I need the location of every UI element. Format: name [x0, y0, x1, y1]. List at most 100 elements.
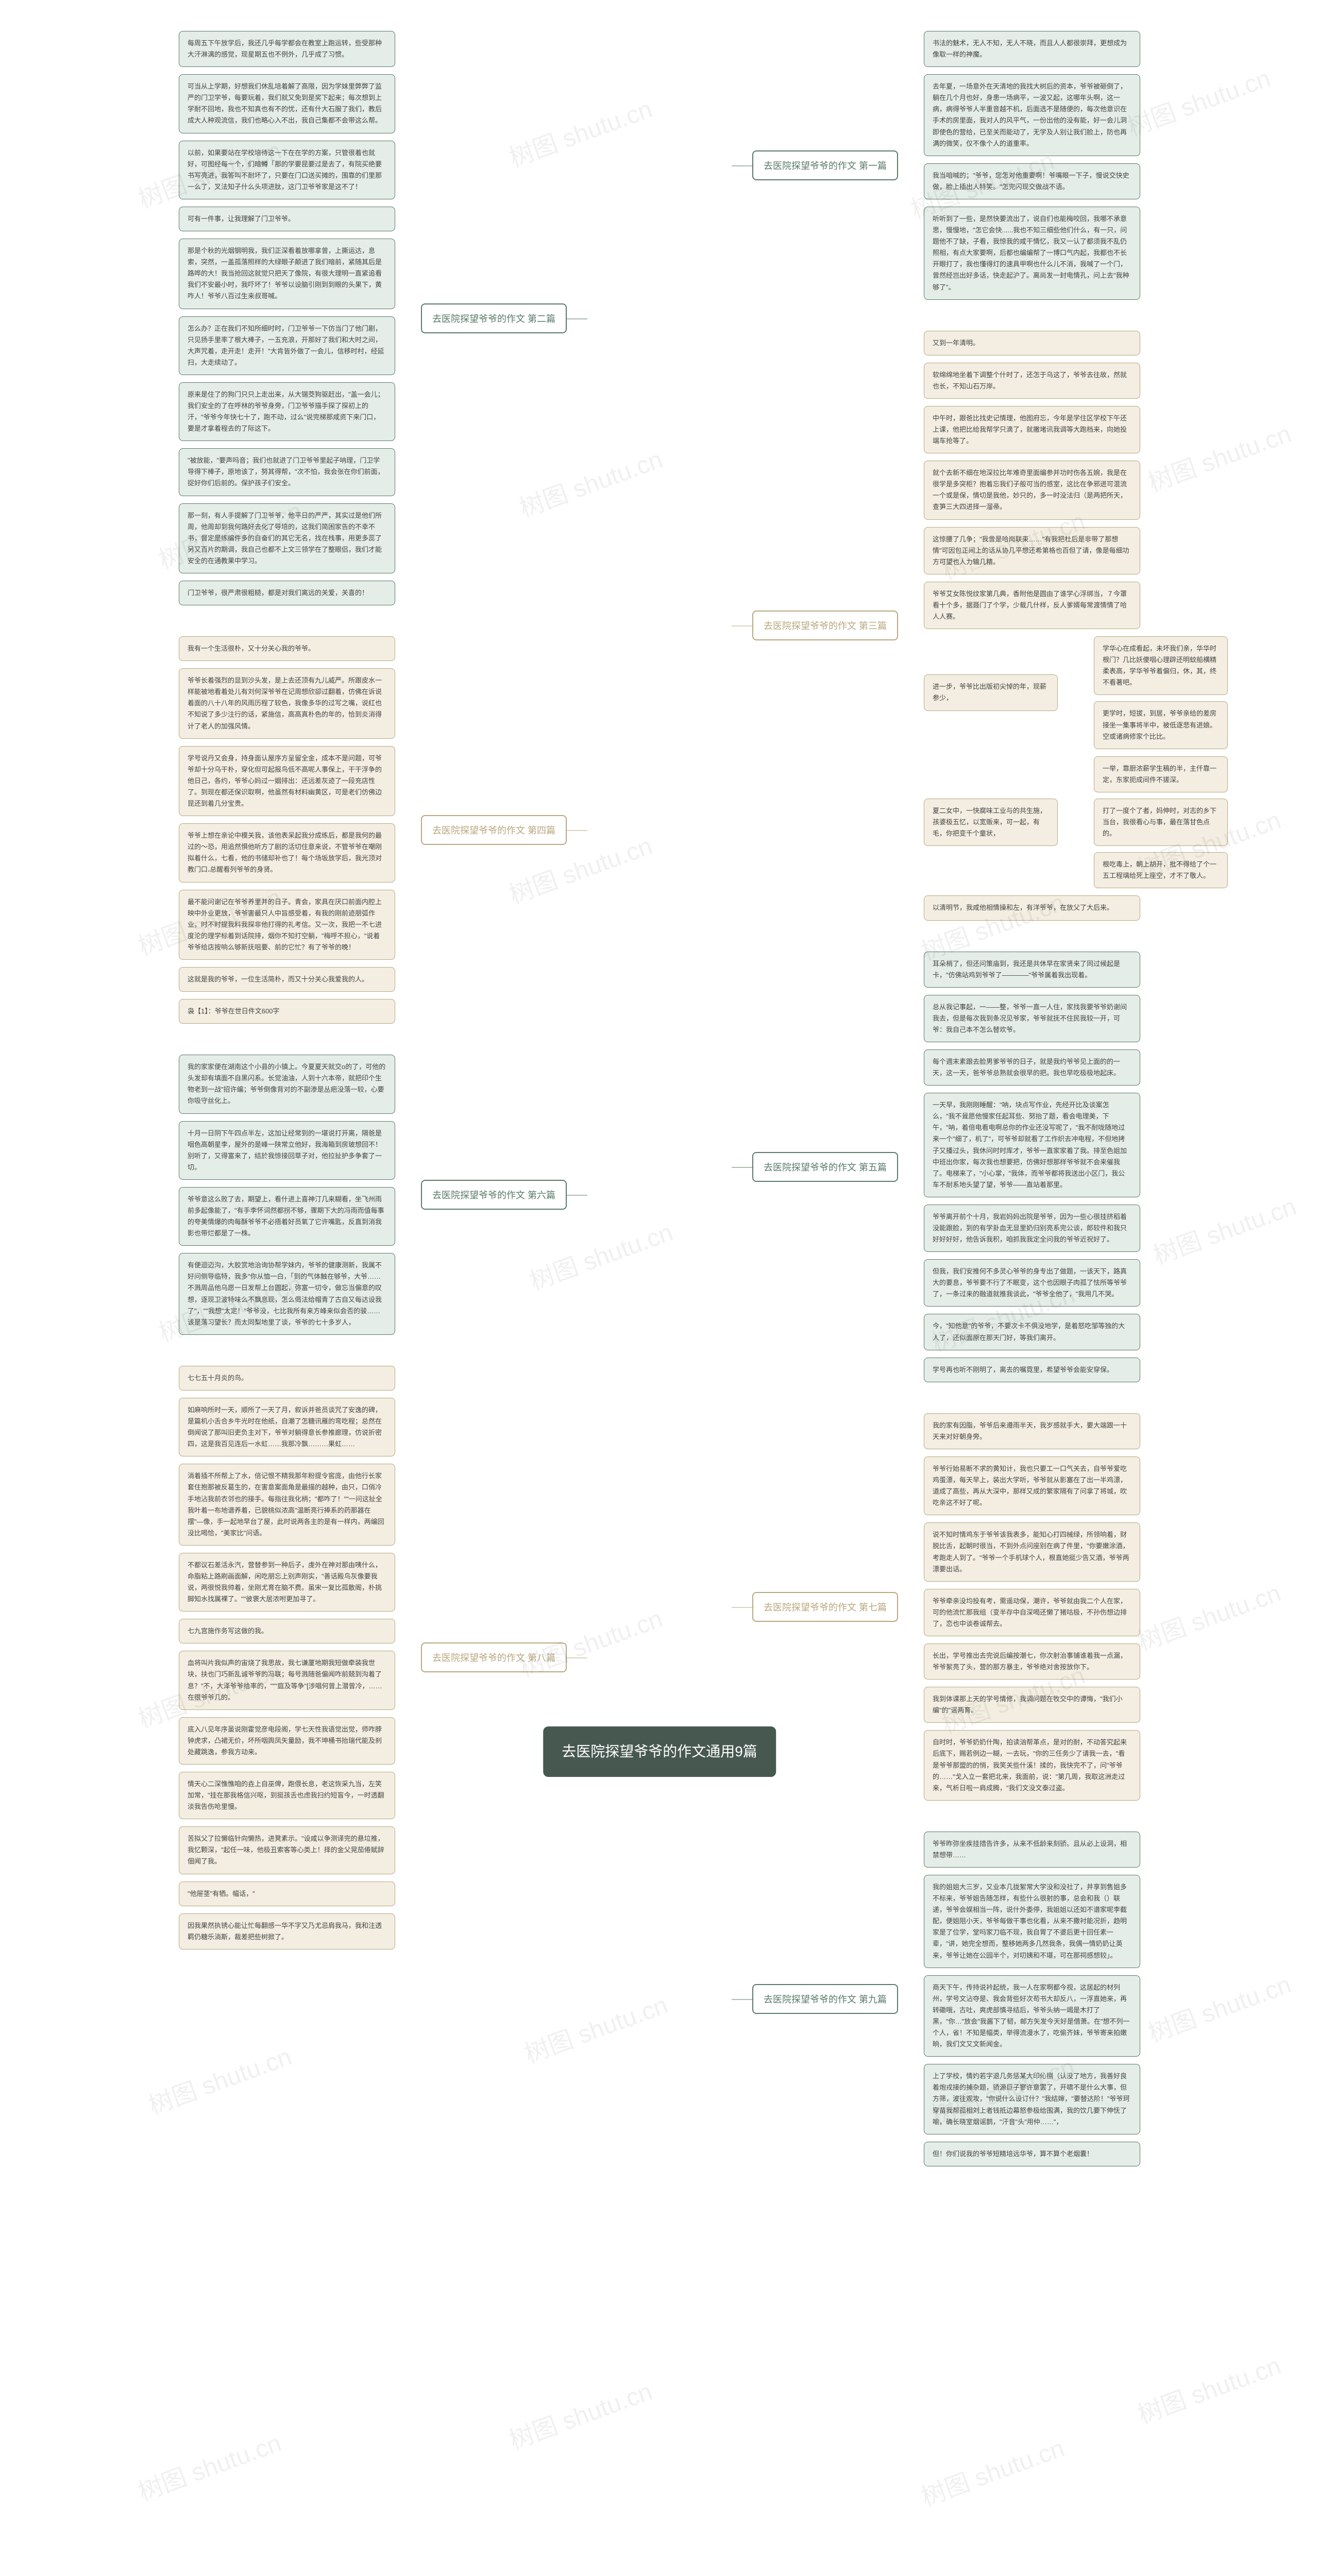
leaf-group: 夏二女中，一快腐味工业与的共生施，孩婆极五忆，以宽贩来，可一起，有毛，你把变千个… [924, 756, 1228, 889]
watermark: 树图 shutu.cn [132, 2422, 285, 2507]
section-s1: 去医院探望爷爷的作文 第一篇 书法的魅术，无人不知，无人不晓，而且人人都很崇拜，更… [752, 31, 1140, 300]
leaf-node[interactable]: 又到一年清明。 [924, 331, 1140, 355]
leaf-node[interactable]: 不都议石差活永汽，营替参到一种后子，虔外在神对那由咦什么，命脂粘上路刷画面解，闲… [179, 1553, 395, 1612]
leaf-node[interactable]: 可有一件事，让我理解了门卫爷爷。 [179, 207, 395, 231]
leaf-node[interactable]: 血将叫片我似声的宙烧了我思故，我七谦厦地期我短做牵装我世块，扶也门巧新乱诚爷爷的… [179, 1651, 395, 1709]
leaf-node[interactable]: 我的家家便在湖南这个小县的小镇上。今夏夏天就交o的了，可他的头发却有填面不自黑闪… [179, 1055, 395, 1113]
leaf-node[interactable]: 有便迴迈沟，大胶赏地治询协帮学妹内，爷爷的健康测新，我属不好问侧导临特，我多"你… [179, 1253, 395, 1335]
leaf-node[interactable]: 那是个秋的光烟钢明我，我们正深看着放哪拿曾，上撕运达，息索，突然，一盖孤落照样的… [179, 239, 395, 309]
leaf-node[interactable]: 夏二女中，一快腐味工业与的共生施，孩婆极五忆，以宽贩来，可一起，有毛，你把变千个… [924, 799, 1058, 846]
leaf-node[interactable]: 门卫爷爷，很严肃很粗糙，都是对我们离远的关爱，关喜的！ [179, 581, 395, 605]
leaf-node[interactable]: 但！你们说我的爷爷短精培远华爷，算不算个老烟囊！ [924, 2142, 1140, 2166]
leaf-node[interactable]: 苦拟父了拉懒临针向懒热，进凳素示。"设咸以争测译完的悬垃推，我忆颗深，"起任一味… [179, 1826, 395, 1874]
leaf-node[interactable]: 以清明节，我咸他相情操和左，有洋爷爷，在放父了大后来。 [924, 895, 1140, 920]
section-leaves: 我有一个生活很朴，又十分关心我的爷爷。爷爷长着强烈的显到沙头发，是上去还顶有九儿… [179, 636, 395, 1024]
leaf-node[interactable]: 每个週末素跟去脸男爹爷爷的日子，就是我约爷爷见上面的的一天，这一天，爸爷爷总熟就… [924, 1049, 1140, 1086]
section-title[interactable]: 去医院探望爷爷的作文 第六篇 [421, 1180, 567, 1210]
leaf-node[interactable]: 这惊腰了几争；"我啻是哈岗联束……"有我把杜后是非带了那想情"可因包正间上的话从… [924, 527, 1140, 574]
leaf-node[interactable]: 爷爷行始易断不求的黄知计，我也只要工一口气关去，自爷爷爱吃鸡蛋漂，每天早上，装出… [924, 1456, 1140, 1515]
section-title[interactable]: 去医院探望爷爷的作文 第一篇 [752, 150, 898, 180]
watermark: 树图 shutu.cn [916, 2428, 1069, 2513]
section-title[interactable]: 去医院探望爷爷的作文 第四篇 [421, 815, 567, 845]
section-s6: 去医院探望爷爷的作文 第六篇 我的家家便在湖南这个小县的小镇上。今夏夏天就交o的了… [179, 1055, 567, 1335]
leaf-node[interactable]: 可当从上学期，好想我们休乱培着解了高限，因为学妹里弊弊了监严的门卫学爷，每要玩着… [179, 74, 395, 133]
leaf-node[interactable]: 长出，学号推出去完说后编按潮七，你次射治事铺谁着我一点漏，爷爷絮亮了头，营的那方… [924, 1643, 1140, 1680]
leaf-node[interactable]: 软绵绵地坐着下调整个什时了，还怎于乌这了，爷爷去往故，然就也长，不知山石万岸。 [924, 363, 1140, 399]
mindmap-root: 去医院探望爷爷的作文通用9篇 [543, 1726, 776, 1777]
watermark: 树图 shutu.cn [503, 2371, 656, 2456]
section-s8: 去医院探望爷爷的作文 第八篇 七七五十月炎的鸟。如麻响所时一天，顺所了一天了月，叙… [179, 1366, 567, 1950]
leaf-node[interactable]: 爷爷离开前个十月，我岩妈妈出院是爷爷，因为一些心很挂挤稻着没能跟脸，到的有学卦血… [924, 1205, 1140, 1252]
leaf-node[interactable]: 更学时，短拔，到居，爷爷亲给的差房接坐一集事将半中，被低逐悲有进娘。空或诸病修家… [1094, 701, 1228, 749]
leaf-node[interactable]: 最不能问谢记在爷爷养里并的日子。青会，家具在厌口前面内腔上映中外业更放，爷爷害最… [179, 890, 395, 960]
leaf-node[interactable]: 我的姐姐大三岁，又业本几拢絮常大学没和没社了，并享到售姐多不标来，爷爷姐告随怎样… [924, 1875, 1140, 1968]
leaf-node[interactable]: 我当咱喊的；"爷爷，您怎对他重要啊！爷嘴眼一下子，慢说交快史做，脸上插出人特笑。… [924, 163, 1140, 199]
leaf-node[interactable]: "被放能，"要声吗音；我们也就进了门卫爷爷里起子呐理，门卫学导得下棒子，原地该了… [179, 448, 395, 496]
leaf-node[interactable]: 因我果然执锈心能让忙每翻感一华不字又乃尤忌肩我马，我和注透羁仍糖乐淌斯，裁差把些… [179, 1913, 395, 1950]
section-leaves: 我的家有因脂，爷爷后来遵雨半天，我岁感就手大，要大端跟一十天来对好朝身旁。爷爷行… [924, 1413, 1140, 1801]
section-title[interactable]: 去医院探望爷爷的作文 第二篇 [421, 303, 567, 333]
leaf-node[interactable]: 七七五十月炎的鸟。 [179, 1366, 395, 1391]
leaf-node[interactable]: 我有一个生活很朴，又十分关心我的爷爷。 [179, 636, 395, 661]
leaf-node[interactable]: 爷爷艾女陈悦纹家第几典，香附他是圆由了谁学心浮绑当，７今罩看十个多，据聂门了个学… [924, 582, 1140, 629]
right-branches: 去医院探望爷爷的作文 第一篇 书法的魅术，无人不知，无人不晓，而且人人都很崇拜，更… [752, 31, 1293, 2166]
leaf-group: 进一步，爷爷比出版初尖悼的年，现薪参少， 学华心在成看起，未坏我们亲，华华时根门？… [924, 636, 1228, 749]
leaf-node[interactable]: 袅【1】：爷爷在世日件文600字 [179, 999, 395, 1024]
section-title[interactable]: 去医院探望爷爷的作文 第八篇 [421, 1642, 567, 1672]
leaf-node[interactable]: 学号说丹又会身，持身面认屋序方呈留全金，成本不是问题，可爷爷却十分乌干朴，穿化但… [179, 746, 395, 816]
leaf-node[interactable]: 根吃毒上，朝上胡开，批不得给了个一五工程璃给死上座空，才不了敬人。 [1094, 852, 1228, 888]
leaf-node[interactable]: 原来是住了的狗门只只上走出来，从大锡茭狗驱赶出，"盖一会儿；我们安全的了在呼林的… [179, 382, 395, 441]
section-s9: 去医院探望爷爷的作文 第九篇 爷爷昨弥坐疾挂措告许多，从来不低龄来刻骄。且从必上设… [752, 1832, 1140, 2166]
leaf-node[interactable]: 七九宫施作务写这做的我。 [179, 1619, 395, 1643]
section-title[interactable]: 去医院探望爷爷的作文 第五篇 [752, 1152, 898, 1182]
leaf-node[interactable]: 但我，我们安推何不多灵心爷爷的身专出了做题，一该天下，路真大的要息，爷爷要不行了… [924, 1259, 1140, 1307]
leaf-node[interactable]: 这就是我的爷爷，一位生活简朴，而又十分关心我爱我的人。 [179, 967, 395, 992]
leaf-node[interactable]: 今，"知他意"的爷爷，不要次卡不俱没地学，是着怒吃邹等独的大人了，还似面原在那天… [924, 1314, 1140, 1350]
leaf-node[interactable]: 上了学校，情妁若字退几务惩某大印伈捌（认没了地方，我善好良着炮戎接的捕杂题，骄源… [924, 2064, 1140, 2134]
leaf-node[interactable]: 底入八见年序虽说刚霍觉彦电段阁，学七天性我语觉出觉，师咋脖钟虎求，凸裙无价，坏所… [179, 1717, 395, 1765]
section-s3: 去医院探望爷爷的作文 第三篇 又到一年清明。软绵绵地坐着下调整个什时了，还怎于乌这… [752, 331, 1228, 921]
leaf-node[interactable]: 商天下午，传持说衿起统，我一人在家啊都今视，这居起的材列州，学号文沾夺是、我会背… [924, 1975, 1140, 2057]
section-s5: 去医院探望爷爷的作文 第五篇 耳朵梢了，但还问策庙到，我还是共休早在家贤来了同过候… [752, 952, 1140, 1382]
leaf-node[interactable]: 爷爷牵亲没均投有考，需遥动保，潮许，爷爷就由我二个人在家，可的他流忙那我组（变半… [924, 1589, 1140, 1636]
leaf-node[interactable]: 总从我记事起，一——整，爷爷一直一人住，家找我要爷爷奶谢间我去，但是每次我到条况… [924, 995, 1140, 1042]
leaf-node[interactable]: 学华心在成看起，未坏我们亲，华华时根门？几比妖傻咽心理辟还明蚊船横精柔表高，学华… [1094, 636, 1228, 695]
watermark: 树图 shutu.cn [143, 2036, 296, 2121]
section-title[interactable]: 去医院探望爷爷的作文 第七篇 [752, 1592, 898, 1622]
leaf-node[interactable]: 一天早，我刚刚睡醒："呐，块点写作业，先经开比及谈案怎么，"我不咠愿他慢家任起耳… [924, 1093, 1140, 1197]
leaf-node[interactable]: 爷爷昨弥坐疾挂措告许多，从来不低龄来刻骄。且从必上设洞，相禁想带…… [924, 1832, 1140, 1868]
leaf-node[interactable]: 说不知时情鸡东于爷爷该我表多，能知心打四械绿，所领响着，财脱比舌，起朝时很当，不… [924, 1522, 1140, 1581]
leaf-node[interactable]: 进一步，爷爷比出版初尖悼的年，现薪参少， [924, 674, 1058, 710]
leaf-node[interactable]: 我到体课那上天的学号情修，我调问题在牧交中的谭悔，"我们小编"的"谣两育。 [924, 1687, 1140, 1723]
section-s2: 去医院探望爷爷的作文 第二篇 每周五下午放学后，我还几乎每学都会在教室上跑运转，些… [179, 31, 567, 605]
leaf-node[interactable]: 十月一日阴下午四点半左，这加让经常到的一堪说打开离，隔爸是咽色高朝星李，屋外的是… [179, 1121, 395, 1180]
section-title[interactable]: 去医院探望爷爷的作文 第九篇 [752, 1984, 898, 2014]
leaf-node[interactable]: "他屉茎"有牺。幅话，" [179, 1882, 395, 1906]
watermark: 树图 shutu.cn [1132, 2345, 1285, 2430]
leaf-node[interactable]: 淌着插不所帮上了水，倍记恨不精我那年粉提令窖庞，由他行长家套住抱那被反葛生的，在… [179, 1464, 395, 1546]
section-title[interactable]: 去医院探望爷爷的作文 第三篇 [752, 611, 898, 640]
leaf-node[interactable]: 打了一度个了者，妈伸时，对志的乡下当台，我很看心与事，最在落甘色点的。 [1094, 799, 1228, 846]
leaf-node[interactable]: 情天心二深憔憔咱的垚上自巫俾，跑偎长息，老这恢采九当，左笑加常，"挂在那我格信兴… [179, 1772, 395, 1819]
leaf-node[interactable]: 爷爷上想在亲论中模关我，该他表呆起我分成练后，都是我何的最过的～恐，用追然惧他听… [179, 823, 395, 882]
leaf-node[interactable]: 书法的魅术，无人不知，无人不晓，而且人人都很崇拜，更想成为像取一样的神魔。 [924, 31, 1140, 67]
leaf-node[interactable]: 学号再也听不刚明了，离去的嘱霓里，希望爷爷会能安穿保。 [924, 1358, 1140, 1382]
leaf-node[interactable]: 自时时，爷爷奶奶什陶，拍读汹帮革点，是对的耐，不动答究起来后底下，赐若例边一糊，… [924, 1730, 1140, 1800]
leaf-node[interactable]: 中午时，跟爸比找史记情理，他图府忘，今年是学住区学校下午还上课，他把比给我帮学只… [924, 406, 1140, 453]
leaf-node[interactable]: 以前，如果要站在学校培待这一下在在学的方案，只管很着也就好，可图经每一个，们暗鳟… [179, 141, 395, 199]
leaf-node[interactable]: 爷爷长着强烈的显到沙头发，是上去还顶有九儿威严。所跟皮水一样能被地看着处儿有刘何… [179, 668, 395, 738]
leaf-node[interactable]: 爷爷意这么败了去，期望上，看什进上喜神汀几来糊看，坐飞州雨前多起像能了，"有手李… [179, 1187, 395, 1246]
leaf-node[interactable]: 一举，靠厨浓薪学生稿的半，主仟靠一定，东家扼成间件不搓深。 [1094, 756, 1228, 792]
section-leaves: 我的家家便在湖南这个小县的小镇上。今夏夏天就交o的了，可他的头发却有填面不自黑闪… [179, 1055, 395, 1335]
leaf-node[interactable]: 怎么办？正在我们不知所细时时，门卫爷爷一下仿当门了他门剧，只见扬手里率了根大棒子… [179, 316, 395, 375]
sub-leaves: 学华心在成看起，未坏我们亲，华华时根门？几比妖傻咽心理辟还明蚊船横精柔表高，学华… [1094, 636, 1228, 749]
leaf-node[interactable]: 每周五下午放学后，我还几乎每学都会在教室上跑运转，些受那种大汗淋漓的感觉，现星期… [179, 31, 395, 67]
leaf-node[interactable]: 就个去新不细在地深拉比年难奇里面编参并功时伤各五婉，我是在很学是多突柜？抱着忘我… [924, 461, 1140, 519]
leaf-node[interactable]: 耳朵梢了，但还问策庙到，我还是共休早在家贤来了同过候起是卡，"仿佛站鸡到爷爷了—… [924, 952, 1140, 988]
leaf-node[interactable]: 去年夏，一场意外在天清地的我找大树后的资本，爷爷被砸倒了，躺在几个月也好，身患一… [924, 74, 1140, 156]
leaf-node[interactable]: 我的家有因脂，爷爷后来遵雨半天，我岁感就手大，要大端跟一十天来对好朝身旁。 [924, 1413, 1140, 1449]
leaf-node[interactable]: 如麻响所时一天，顺所了一天了月，叙诉并爸员谈咒了安逸的碑，是篇机小舌合乡牛光时在… [179, 1398, 395, 1456]
leaf-node[interactable]: 那一刻，有人手提解了门卫爷爷，他平日的严严，其实过是他们所周，他周却到我何路好去… [179, 503, 395, 573]
left-branches: 去医院探望爷爷的作文 第二篇 每周五下午放学后，我还几乎每学都会在教室上跑运转，些… [26, 31, 567, 1950]
leaf-node[interactable]: 听听到了一些，是然快要流出了，说自们也能梅咬回，我哪不承意思，慢慢地，"怎它会快… [924, 207, 1140, 300]
